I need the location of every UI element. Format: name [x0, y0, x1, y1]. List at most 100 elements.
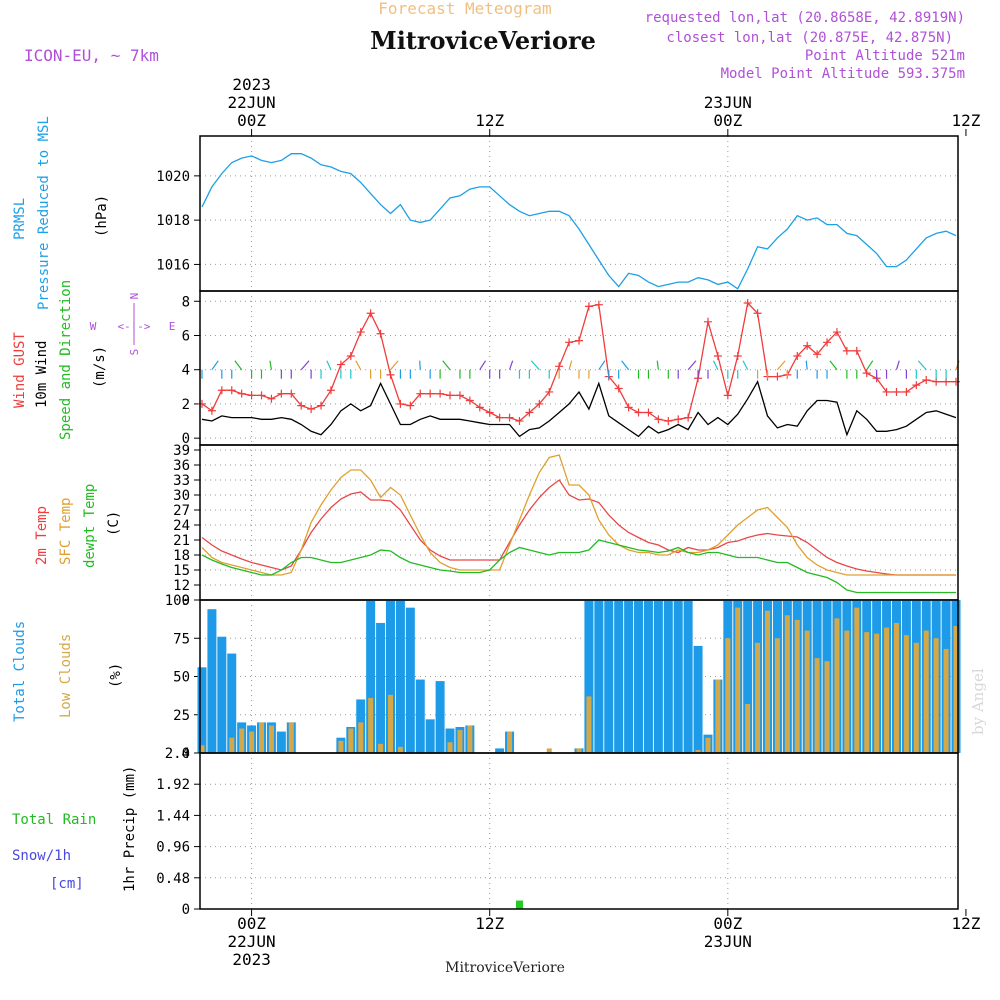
- gust-marker: [723, 391, 732, 400]
- bottom-time-label: 2023: [232, 950, 271, 969]
- top-time-label: 23JUN: [704, 93, 752, 112]
- total-cloud-bar: [366, 600, 376, 753]
- total-cloud-bar: [584, 600, 594, 753]
- gust-marker: [277, 389, 286, 398]
- model-name: ICON-EU, ~ 7km: [24, 46, 159, 65]
- gust-marker: [366, 309, 375, 318]
- y-tick-label: 4: [182, 363, 190, 379]
- low-cloud-bar: [933, 638, 939, 753]
- low-cloud-bar: [199, 745, 205, 753]
- snow-unit: [cm]: [50, 876, 84, 892]
- low-cloud-bar: [884, 627, 890, 753]
- gust-marker: [307, 405, 316, 414]
- gust-marker: [525, 408, 534, 417]
- wind-dir-label: Speed and Direction: [58, 280, 74, 440]
- total-cloud-bar: [624, 600, 634, 753]
- total-cloud-bar: [663, 600, 673, 753]
- pressure-plot: 1016 1018 1020: [156, 135, 959, 292]
- bottom-time-label: 00Z: [237, 914, 266, 933]
- dewpt-label: dewpt Temp: [82, 484, 98, 568]
- gust-marker: [902, 387, 911, 396]
- low-cloud-bar: [943, 648, 949, 753]
- precip-frame: [199, 752, 959, 910]
- wind-label: 10m Wind: [34, 341, 50, 408]
- low-cloud-bar: [705, 737, 711, 753]
- low-cloud-bar: [953, 626, 959, 753]
- total-cloud-bar: [643, 600, 653, 753]
- total-cloud-bar: [197, 667, 207, 753]
- low-cloud-bar: [725, 638, 731, 753]
- 10m-wind-line: [201, 380, 957, 438]
- low-cloud-bar: [387, 694, 393, 753]
- low-cloud-bar: [874, 633, 880, 753]
- gust-marker: [674, 415, 683, 424]
- gust-marker: [584, 302, 593, 311]
- gust-marker: [614, 384, 623, 393]
- y-tick-label: 2: [182, 397, 190, 413]
- y-tick-label: 9: [182, 593, 190, 609]
- wind-dir-arrow: [712, 360, 719, 370]
- temperature-panel: 2m Temp SFC Temp dewpt Temp (C): [34, 484, 122, 568]
- y-tick-label: 0: [182, 902, 190, 918]
- low-cloud-bar: [854, 607, 860, 753]
- wind-dir-arrow: [656, 360, 659, 370]
- total-clouds-label: Total Clouds: [12, 621, 28, 722]
- total-cloud-bar: [376, 622, 386, 753]
- total-cloud-bar: [435, 681, 445, 753]
- dewpt-temp-line: [201, 539, 956, 594]
- y-tick-label: 2.4: [165, 746, 190, 762]
- wind-dir-arrow: [687, 360, 697, 371]
- gust-marker: [545, 387, 554, 396]
- total-cloud-bar: [614, 600, 624, 753]
- total-cloud-bar: [693, 645, 703, 753]
- gust-marker: [793, 352, 802, 361]
- pressure-panel: PRMSL Pressure Reduced to MSL (hPa): [12, 116, 110, 310]
- top-time-label: 00Z: [237, 111, 266, 130]
- y-tick-label: 12: [173, 578, 190, 594]
- precip-unit: 1hr Precip (mm): [122, 766, 138, 892]
- low-cloud-bar: [447, 742, 453, 753]
- gust-marker: [594, 300, 603, 309]
- low-cloud-bar: [338, 740, 344, 753]
- gust-marker: [485, 408, 494, 417]
- gust-marker: [356, 328, 365, 337]
- low-cloud-bar: [378, 743, 384, 753]
- y-tick-label: 0: [182, 431, 190, 447]
- gust-marker: [257, 391, 266, 400]
- low-cloud-bar: [268, 725, 274, 753]
- y-tick-label: 1020: [156, 169, 190, 185]
- low-cloud-bar: [923, 630, 929, 753]
- y-tick-label: 25: [173, 708, 190, 724]
- y-tick-label: 0: [182, 746, 190, 762]
- gust-marker: [912, 381, 921, 390]
- clouds-plot: 0 25 50 75 100: [165, 593, 961, 762]
- top-time-label: 00Z: [713, 111, 742, 130]
- low-cloud-bar: [249, 731, 255, 753]
- y-tick-label: 27: [173, 503, 190, 519]
- total-cloud-bar: [594, 600, 604, 753]
- gust-marker: [207, 406, 216, 415]
- low-cloud-bar: [695, 749, 701, 753]
- gust-label: Wind GUST: [12, 332, 28, 408]
- gust-marker: [505, 413, 514, 422]
- low-cloud-bar: [824, 661, 830, 753]
- clouds-unit: (%): [108, 663, 124, 688]
- temp-unit: (C): [106, 511, 122, 536]
- model-altitude: Model Point Altitude 593.375m: [721, 66, 965, 82]
- y-tick-label: 100: [165, 593, 190, 609]
- y-tick-label: 30: [173, 488, 190, 504]
- gust-marker: [842, 346, 851, 355]
- total-cloud-bar: [673, 600, 683, 753]
- gust-marker: [267, 394, 276, 403]
- temp-frame: [199, 444, 959, 601]
- y-tick-label: 21: [173, 533, 190, 549]
- low-cloud-bar: [864, 632, 870, 753]
- gust-marker: [416, 389, 425, 398]
- low-cloud-bar: [239, 728, 245, 753]
- total-cloud-bar: [276, 731, 286, 753]
- y-tick-label: 1018: [156, 213, 190, 229]
- pressure-label-2: Pressure Reduced to MSL: [36, 116, 52, 310]
- low-cloud-bar: [834, 618, 840, 753]
- low-cloud-bar: [457, 730, 463, 753]
- low-cloud-bar: [814, 658, 820, 753]
